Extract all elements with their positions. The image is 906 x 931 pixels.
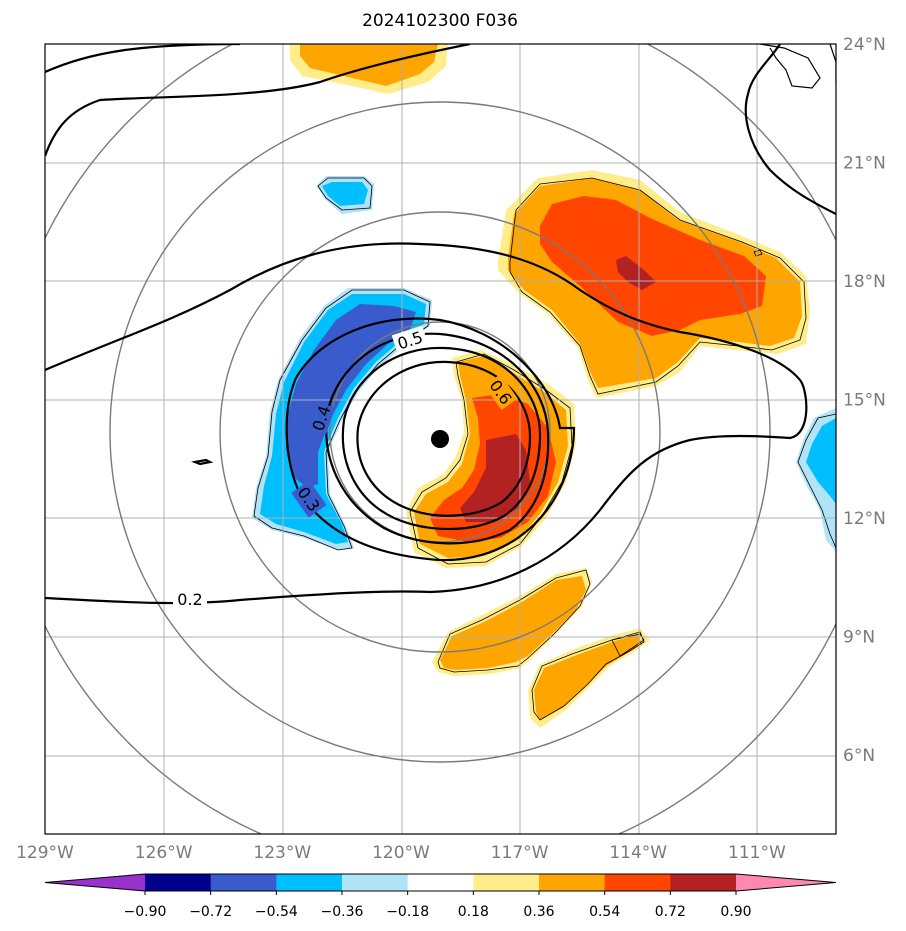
shade-nw-cyan: [322, 182, 368, 206]
colorbar-extend-high: [736, 874, 836, 891]
colorbar-tick-label: −0.72: [189, 904, 232, 920]
colorbar-swatch: [276, 874, 343, 891]
x-tick-label: 117°W: [491, 843, 549, 863]
chart-title: 2024102300 F036: [362, 11, 518, 31]
x-tick-label: 114°W: [609, 843, 667, 863]
x-tick-label: 111°W: [728, 843, 786, 863]
y-tick-label: 15°N: [843, 391, 886, 411]
colorbar-swatch: [473, 874, 540, 891]
contour-0.6: [356, 360, 532, 517]
colorbar-swatch: [145, 874, 212, 891]
x-tick-label: 129°W: [16, 843, 74, 863]
coastline-ne-2: [829, 44, 836, 84]
y-tick-label: 18°N: [843, 272, 886, 292]
axes-frame: [44, 43, 837, 835]
y-tick-label: 9°N: [843, 628, 875, 648]
contour-0.5: [341, 346, 542, 531]
clabel-bg-0.4: [307, 401, 335, 435]
outline-core: [409, 353, 573, 565]
outline-tiny-se: [611, 633, 645, 657]
colorbar-tick-label: 0.72: [655, 904, 686, 920]
y-tick-labels: 24°N 21°N 18°N 15°N 12°N 9°N 6°N: [843, 35, 886, 766]
contour-0.2: [45, 242, 808, 605]
colorbar-swatch: [407, 874, 474, 891]
contour-0.4: [325, 332, 550, 545]
x-tick-label: 120°W: [372, 843, 430, 863]
y-tick-label: 24°N: [843, 35, 886, 55]
range-ring-3: [109, 101, 771, 763]
colorbar-swatch: [342, 874, 409, 891]
colorbar-tick-label: 0.54: [589, 904, 620, 920]
colorbar-tick-label: −0.90: [124, 904, 167, 920]
outline-south: [437, 569, 591, 673]
coastline-ne: [759, 44, 821, 89]
clabel-bg-0.2: [173, 588, 207, 608]
x-tick-label: 126°W: [135, 843, 193, 863]
plot-area: 0.2 0.3 0.4 0.5 0.6: [45, 44, 836, 834]
outline-se: [531, 631, 645, 721]
clabel-bg-0.3: [291, 480, 327, 518]
shade-se-orange: [534, 634, 642, 720]
colorbar-tick-label: 0.90: [720, 904, 751, 920]
shade-core-darkred: [460, 434, 530, 522]
shade-east-cyan: [806, 418, 836, 504]
y-tick-label: 21°N: [843, 154, 886, 174]
outline-east: [797, 413, 836, 549]
x-tick-label: 123°W: [253, 843, 311, 863]
shade-south-orange: [440, 576, 586, 670]
contour-0.3: [285, 317, 576, 562]
coastline: [759, 44, 836, 89]
colorbar-tick-label: −0.18: [386, 904, 429, 920]
clabel-bg-0.5: [391, 325, 429, 355]
colorbar-swatch: [670, 874, 737, 891]
contour-top-2: [45, 44, 471, 157]
contour-small-west: [191, 458, 214, 466]
clabel-0.2: 0.2: [177, 590, 202, 609]
colorbar-tick-label: −0.36: [321, 904, 364, 920]
y-tick-label: 6°N: [843, 746, 875, 766]
outline-ne: [509, 177, 807, 395]
colorbar-swatch: [604, 874, 671, 891]
contour-lines: [45, 44, 836, 605]
x-tick-labels: 129°W 126°W 123°W 120°W 117°W 114°W 111°W: [16, 843, 786, 863]
range-ring-2: [219, 211, 661, 653]
colorbar-swatch: [210, 874, 277, 891]
colorbar-tick-label: 0.36: [523, 904, 554, 920]
colorbar-extend-low: [45, 874, 145, 891]
clabel-bg-0.6: [484, 373, 518, 411]
shading-positive: [290, 44, 810, 728]
outline-tiny-ne: [753, 249, 763, 257]
shade-top-orange: [300, 44, 438, 86]
y-tick-label: 12°N: [843, 509, 886, 529]
storm-center-marker: [431, 430, 449, 448]
gridlines: [45, 44, 836, 834]
colorbar: −0.90 −0.72 −0.54 −0.36 −0.18 0.18 0.36 0.54 0.7…: [44, 873, 837, 920]
colorbar-swatch: [539, 874, 606, 891]
colorbar-tick-label: −0.54: [255, 904, 298, 920]
contour-top-3: [744, 44, 836, 215]
outline-nw: [317, 177, 373, 211]
colorbar-tick-label: 0.18: [458, 904, 489, 920]
